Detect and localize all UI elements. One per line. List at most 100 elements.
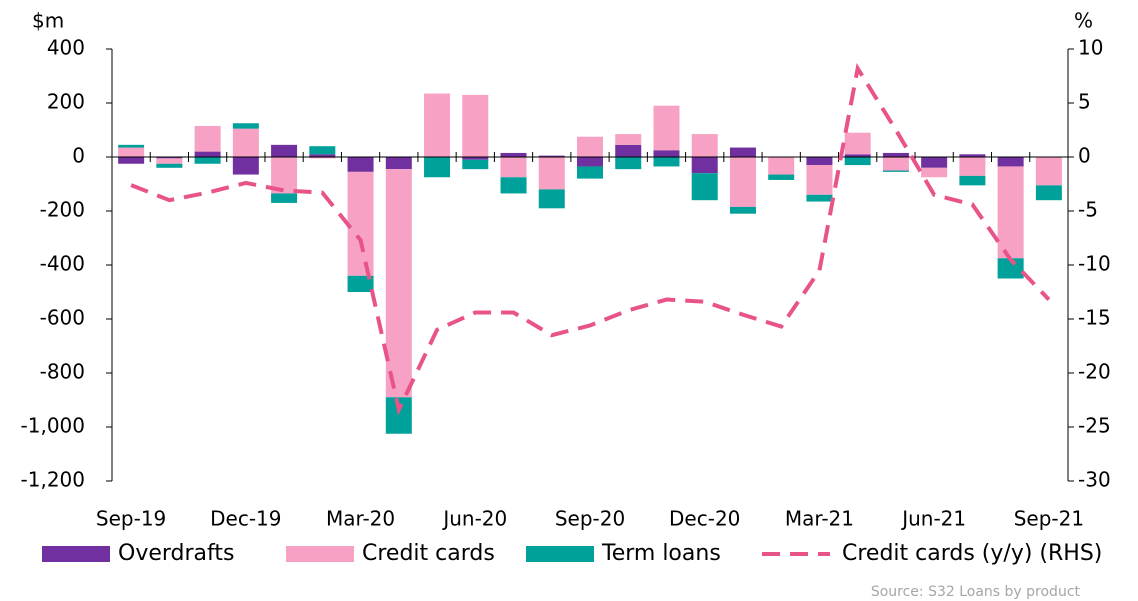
y2-tick-label: 0 [1078,144,1091,168]
bar [1035,157,1062,186]
y-tick-label: -400 [40,252,85,276]
bar [806,194,833,202]
bar [806,157,833,166]
bar [347,275,374,292]
bar [997,166,1024,259]
legend-label: Term loans [601,541,721,566]
bar [347,157,374,172]
bar [576,166,604,179]
bar [309,146,336,155]
legend-label: Credit cards (y/y) (RHS) [842,541,1102,566]
bar [615,134,642,145]
bar [844,154,871,157]
y2-tick-label: 5 [1078,90,1091,114]
bar [385,157,412,170]
bar [271,144,298,157]
bar [653,105,680,151]
bar [615,157,642,170]
x-tick-label: Jun-20 [441,507,507,531]
bar [156,158,183,164]
bar [921,167,948,178]
bar [271,193,298,203]
bar [653,157,680,167]
bar [538,157,565,190]
bar [347,171,374,276]
bar [615,144,642,157]
bar [576,136,604,157]
bar [424,93,451,157]
bar [500,157,527,178]
bar [997,157,1024,167]
y2-tick-label: -15 [1078,306,1111,330]
bar [156,163,183,168]
bar [194,157,221,164]
bar [385,169,412,398]
bar [232,157,259,175]
y-tick-label: -1,000 [21,414,85,438]
bar [576,157,604,167]
bar [538,155,565,157]
source: Source: S32 Loans by product [871,584,1081,600]
y-tick-label: -200 [40,198,85,222]
x-tick-label: Dec-19 [210,507,281,531]
x-tick-label: Sep-20 [555,507,625,531]
y-tick-label: -800 [40,360,85,384]
bar [309,157,336,159]
bar [194,151,221,157]
y2-tick-label: -10 [1078,252,1111,276]
x-tick-label: Mar-21 [785,507,854,531]
bar [921,157,948,168]
bar [500,152,527,157]
bar [806,165,833,195]
bar [156,157,183,159]
y2-tick-label: 10 [1078,36,1103,60]
bar [194,125,221,152]
bar [959,157,986,176]
bar [729,157,756,207]
bar [653,150,680,157]
bar [309,154,336,157]
y-tick-label: 0 [72,144,85,168]
bar [691,157,718,174]
bar [959,154,986,157]
bar [959,175,986,186]
bar [768,174,795,180]
bar [462,157,489,160]
bar [729,206,756,214]
bar [844,132,871,155]
bar [118,147,145,157]
bar [882,152,909,157]
bar [232,128,259,157]
bar [1035,185,1062,201]
bar [462,94,489,157]
bar [729,147,756,157]
y2-tick-label: -30 [1078,468,1111,492]
bar [882,170,909,172]
y-tick-label: -1,200 [21,468,85,492]
y-tick-label: -600 [40,306,85,330]
legend-label: Credit cards [362,541,495,566]
legend-swatch [286,546,354,562]
bar [691,134,718,157]
legend-swatch [42,546,110,562]
bar [538,189,565,209]
y2-tick-label: -25 [1078,414,1111,438]
y-tick-label: 200 [47,90,85,114]
line-series [130,63,1051,416]
bar [768,157,795,175]
bar [118,144,145,148]
y-axis-title: $m [32,9,64,33]
bar [882,157,909,171]
y2-tick-label: -20 [1078,360,1111,384]
bar [424,157,451,178]
bar [118,157,145,164]
x-tick-label: Sep-19 [96,507,166,531]
bar [462,159,489,170]
legend-label: Overdrafts [118,541,234,566]
y-tick-label: 400 [47,36,85,60]
bar [232,123,259,129]
y2-tick-label: -5 [1078,198,1098,222]
bar [997,258,1024,279]
x-tick-label: Sep-21 [1014,507,1084,531]
